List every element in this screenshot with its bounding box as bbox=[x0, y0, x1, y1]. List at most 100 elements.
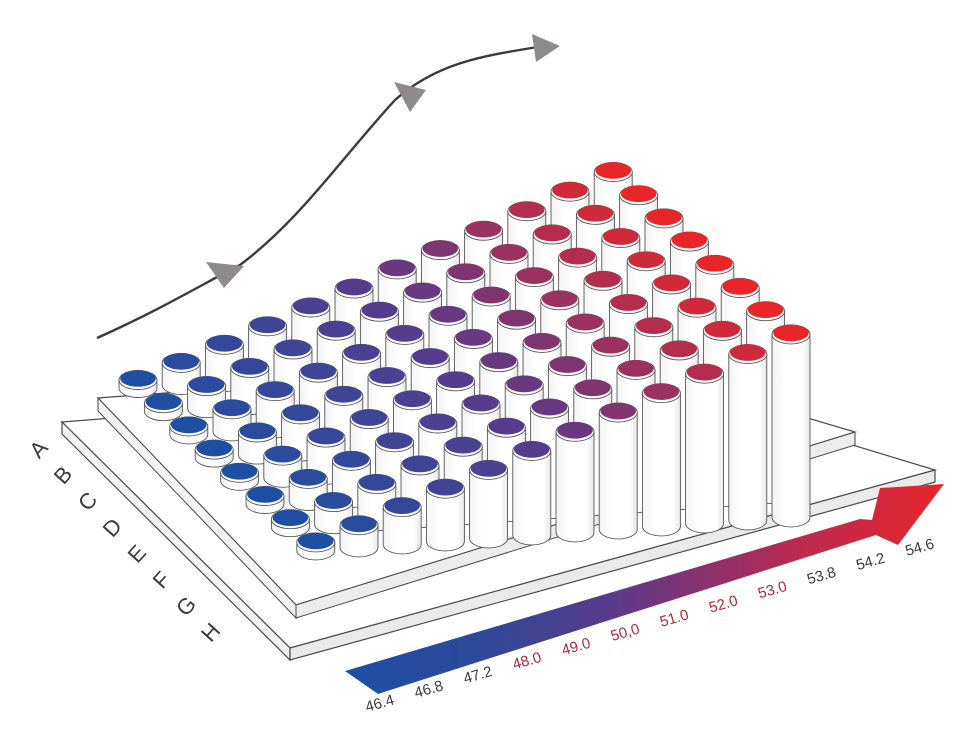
row-label-G: G bbox=[171, 591, 201, 620]
well-cap bbox=[509, 201, 545, 219]
well-cap bbox=[470, 460, 507, 477]
well-A1 bbox=[118, 370, 158, 398]
well-cap bbox=[257, 381, 294, 398]
well-H4 bbox=[425, 478, 465, 552]
well-cap bbox=[463, 394, 499, 412]
well-cap bbox=[369, 367, 405, 384]
trend-line bbox=[96, 43, 551, 340]
well-cap bbox=[603, 228, 639, 245]
temperature-label: 53.8 bbox=[805, 564, 838, 588]
well-cap bbox=[473, 286, 510, 304]
temperature-label: 47.2 bbox=[462, 663, 495, 687]
well-cap bbox=[653, 274, 690, 292]
well-cap bbox=[290, 469, 327, 486]
well-cap bbox=[412, 348, 449, 365]
well-G1 bbox=[270, 509, 310, 538]
temperature-label: 54.6 bbox=[903, 535, 936, 559]
well-body bbox=[512, 450, 552, 546]
well-H12 bbox=[771, 324, 811, 528]
well-cap bbox=[341, 515, 377, 533]
well-cap bbox=[221, 463, 258, 480]
well-cap bbox=[427, 478, 464, 496]
well-G2 bbox=[314, 492, 354, 535]
well-cap bbox=[275, 339, 311, 357]
well-cap bbox=[628, 251, 664, 269]
well-cap bbox=[585, 271, 621, 288]
well-cap bbox=[773, 324, 809, 342]
well-cap bbox=[308, 427, 344, 445]
well-E1 bbox=[220, 462, 260, 491]
well-cap bbox=[524, 333, 560, 350]
well-body bbox=[382, 506, 422, 555]
well-cap bbox=[445, 436, 482, 454]
well-cap bbox=[326, 386, 362, 403]
well-cap bbox=[620, 185, 657, 202]
temperature-trend-curve bbox=[96, 34, 560, 340]
well-cap bbox=[247, 486, 283, 503]
well-cap bbox=[343, 344, 380, 361]
well-cap bbox=[145, 393, 182, 411]
well-cap bbox=[514, 441, 550, 458]
well-cap bbox=[455, 329, 492, 346]
well-cap bbox=[531, 398, 568, 416]
well-body bbox=[771, 333, 811, 528]
well-cap bbox=[163, 353, 199, 370]
well-H10 bbox=[685, 363, 725, 534]
well-cap bbox=[595, 162, 631, 179]
temperature-gradient-bar bbox=[345, 484, 944, 694]
temperature-label: 53.0 bbox=[756, 578, 789, 602]
well-H11 bbox=[728, 344, 768, 531]
gradient-ramp bbox=[345, 484, 944, 694]
well-body bbox=[555, 431, 595, 543]
well-H2 bbox=[339, 515, 379, 558]
well-cap bbox=[196, 439, 232, 457]
well-cap bbox=[643, 383, 680, 400]
well-cap bbox=[575, 379, 611, 397]
well-H6 bbox=[512, 440, 552, 546]
well-cap bbox=[359, 474, 395, 491]
well-cap bbox=[214, 399, 250, 417]
well-cap bbox=[422, 240, 459, 257]
well-cap bbox=[488, 417, 525, 435]
well-cap bbox=[465, 220, 502, 238]
temperature-label: 51.0 bbox=[658, 606, 691, 630]
well-cap bbox=[552, 181, 588, 199]
well-cap bbox=[336, 278, 372, 296]
row-label-A: A bbox=[24, 435, 53, 463]
well-cap bbox=[318, 320, 355, 338]
well-cap bbox=[206, 334, 243, 352]
well-cap bbox=[188, 376, 225, 393]
well-H8 bbox=[598, 402, 638, 540]
well-cap bbox=[239, 422, 276, 440]
well-cap bbox=[379, 259, 416, 277]
temperature-label: 50,0 bbox=[609, 621, 642, 645]
well-cap bbox=[567, 313, 603, 331]
well-cap bbox=[686, 363, 723, 381]
trend-arrow-2 bbox=[394, 82, 426, 112]
temperature-label: 46.4 bbox=[363, 691, 396, 715]
well-cap bbox=[300, 362, 337, 380]
well-cap bbox=[618, 360, 654, 377]
well-cap bbox=[722, 278, 758, 295]
well-cap bbox=[592, 336, 629, 354]
well-body bbox=[728, 353, 768, 531]
well-cap bbox=[376, 432, 413, 450]
well-cap bbox=[697, 254, 733, 272]
row-label-F: F bbox=[148, 567, 176, 594]
well-cap bbox=[272, 509, 309, 526]
temperature-label: 54.2 bbox=[854, 550, 887, 574]
well-cap bbox=[506, 375, 542, 393]
well-cap bbox=[730, 344, 766, 361]
temperature-label: 49.0 bbox=[560, 635, 593, 659]
well-body bbox=[685, 373, 725, 534]
well-cap bbox=[516, 267, 553, 284]
well-cap bbox=[298, 532, 334, 550]
well-cap bbox=[542, 290, 578, 308]
well-body bbox=[641, 392, 681, 537]
well-cap bbox=[430, 305, 466, 323]
well-cap bbox=[361, 301, 398, 319]
well-C1 bbox=[169, 416, 209, 445]
row-label-C: C bbox=[73, 487, 102, 516]
well-cap bbox=[491, 244, 527, 261]
